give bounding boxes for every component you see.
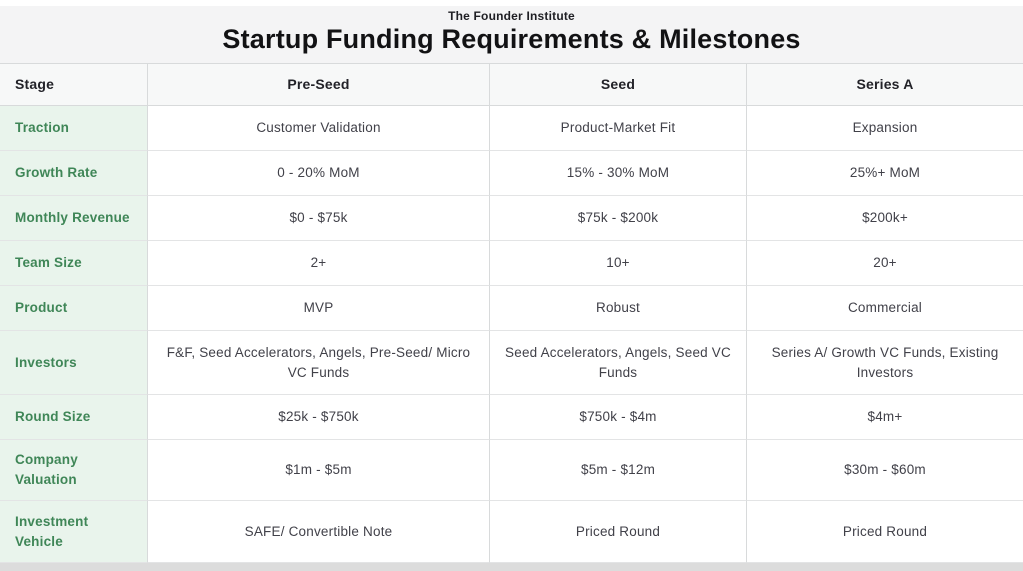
cell-seed: Priced Round <box>490 501 747 563</box>
title-band: The Founder Institute Startup Funding Re… <box>0 6 1023 63</box>
cell-seed: Seed Accelerators, Angels, Seed VC Funds <box>490 331 747 395</box>
cell-series-a: Commercial <box>747 286 1023 331</box>
cell-series-a: $4m+ <box>747 395 1023 440</box>
row-label: Round Size <box>0 395 148 440</box>
column-header-series-a: Series A <box>747 64 1023 106</box>
row-label: Investors <box>0 331 148 395</box>
cell-seed: $75k - $200k <box>490 196 747 241</box>
table-row-investment-vehicle: Investment Vehicle SAFE/ Convertible Not… <box>0 501 1023 563</box>
table-row-round-size: Round Size $25k - $750k $750k - $4m $4m+ <box>0 395 1023 440</box>
cell-pre-seed: 0 - 20% MoM <box>148 151 490 196</box>
cell-pre-seed: SAFE/ Convertible Note <box>148 501 490 563</box>
cell-series-a: 25%+ MoM <box>747 151 1023 196</box>
cell-series-a: Series A/ Growth VC Funds, Existing Inve… <box>747 331 1023 395</box>
table-header-row: Stage Pre-Seed Seed Series A <box>0 64 1023 106</box>
cell-seed: Product-Market Fit <box>490 106 747 151</box>
cell-pre-seed: MVP <box>148 286 490 331</box>
table-row-company-valuation: Company Valuation $1m - $5m $5m - $12m $… <box>0 440 1023 501</box>
column-header-stage: Stage <box>0 64 148 106</box>
cell-pre-seed: Customer Validation <box>148 106 490 151</box>
row-label: Traction <box>0 106 148 151</box>
cell-series-a: Expansion <box>747 106 1023 151</box>
row-label: Growth Rate <box>0 151 148 196</box>
column-header-pre-seed: Pre-Seed <box>148 64 490 106</box>
table-row-product: Product MVP Robust Commercial <box>0 286 1023 331</box>
cell-series-a: Priced Round <box>747 501 1023 563</box>
org-subtitle: The Founder Institute <box>448 9 575 23</box>
row-label: Investment Vehicle <box>0 501 148 563</box>
cell-pre-seed: $1m - $5m <box>148 440 490 501</box>
cell-series-a: $30m - $60m <box>747 440 1023 501</box>
cell-pre-seed: 2+ <box>148 241 490 286</box>
cell-seed: Robust <box>490 286 747 331</box>
cell-series-a: 20+ <box>747 241 1023 286</box>
table-row-monthly-revenue: Monthly Revenue $0 - $75k $75k - $200k $… <box>0 196 1023 241</box>
row-label: Team Size <box>0 241 148 286</box>
table-row-team-size: Team Size 2+ 10+ 20+ <box>0 241 1023 286</box>
row-label: Company Valuation <box>0 440 148 501</box>
cell-seed: $750k - $4m <box>490 395 747 440</box>
table-row-investors: Investors F&F, Seed Accelerators, Angels… <box>0 331 1023 395</box>
bottom-strip <box>0 563 1023 571</box>
top-strip <box>0 0 1023 6</box>
cell-pre-seed: F&F, Seed Accelerators, Angels, Pre-Seed… <box>148 331 490 395</box>
table-row-traction: Traction Customer Validation Product-Mar… <box>0 106 1023 151</box>
cell-seed: $5m - $12m <box>490 440 747 501</box>
column-header-seed: Seed <box>490 64 747 106</box>
row-label: Monthly Revenue <box>0 196 148 241</box>
cell-series-a: $200k+ <box>747 196 1023 241</box>
cell-seed: 15% - 30% MoM <box>490 151 747 196</box>
row-label: Product <box>0 286 148 331</box>
page-title: Startup Funding Requirements & Milestone… <box>222 24 801 54</box>
funding-table: Stage Pre-Seed Seed Series A Traction Cu… <box>0 63 1023 563</box>
cell-seed: 10+ <box>490 241 747 286</box>
cell-pre-seed: $25k - $750k <box>148 395 490 440</box>
table-row-growth-rate: Growth Rate 0 - 20% MoM 15% - 30% MoM 25… <box>0 151 1023 196</box>
cell-pre-seed: $0 - $75k <box>148 196 490 241</box>
